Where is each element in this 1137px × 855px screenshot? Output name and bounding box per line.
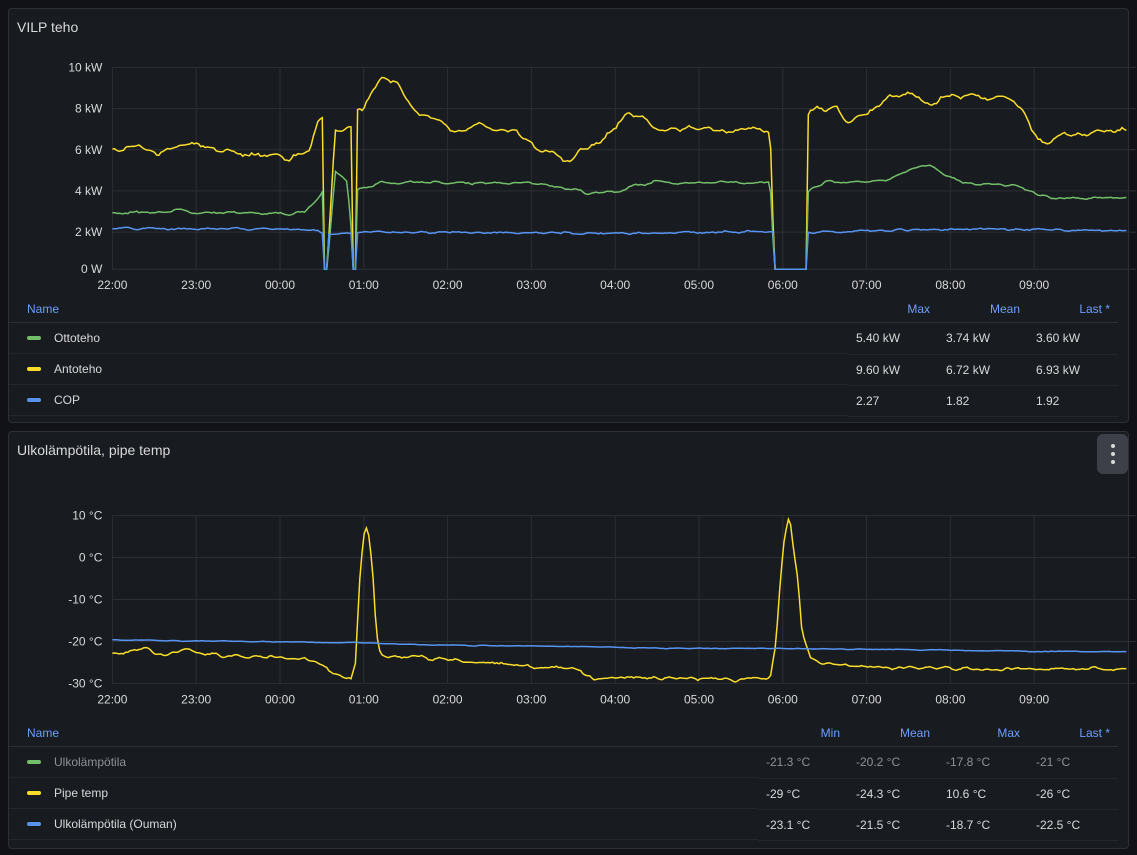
svg-text:23:00: 23:00 [181, 278, 211, 292]
svg-text:07:00: 07:00 [852, 278, 882, 292]
svg-text:03:00: 03:00 [516, 278, 546, 292]
svg-text:04:00: 04:00 [600, 692, 630, 706]
svg-text:02:00: 02:00 [433, 278, 463, 292]
svg-text:05:00: 05:00 [684, 692, 714, 706]
svg-text:03:00: 03:00 [516, 692, 546, 706]
svg-text:8 kW: 8 kW [75, 102, 103, 116]
svg-text:01:00: 01:00 [349, 692, 379, 706]
svg-text:-10 °C: -10 °C [68, 593, 102, 607]
svg-text:09:00: 09:00 [1019, 692, 1049, 706]
svg-text:06:00: 06:00 [768, 692, 798, 706]
svg-text:06:00: 06:00 [768, 278, 798, 292]
svg-text:4 kW: 4 kW [75, 184, 103, 198]
svg-text:08:00: 08:00 [935, 692, 965, 706]
svg-text:22:00: 22:00 [97, 278, 127, 292]
svg-text:23:00: 23:00 [181, 692, 211, 706]
svg-text:10 kW: 10 kW [68, 60, 103, 74]
svg-text:0 W: 0 W [81, 262, 103, 276]
svg-text:01:00: 01:00 [349, 278, 379, 292]
svg-text:04:00: 04:00 [600, 278, 630, 292]
svg-text:2 kW: 2 kW [75, 225, 103, 239]
svg-text:6 kW: 6 kW [75, 143, 103, 157]
svg-text:10 °C: 10 °C [72, 509, 102, 523]
svg-text:08:00: 08:00 [935, 278, 965, 292]
svg-text:07:00: 07:00 [852, 692, 882, 706]
svg-text:09:00: 09:00 [1019, 278, 1049, 292]
svg-text:0 °C: 0 °C [79, 551, 103, 565]
svg-text:02:00: 02:00 [433, 692, 463, 706]
svg-text:-30 °C: -30 °C [68, 676, 102, 690]
svg-text:00:00: 00:00 [265, 278, 295, 292]
svg-text:22:00: 22:00 [97, 692, 127, 706]
svg-text:05:00: 05:00 [684, 278, 714, 292]
svg-text:00:00: 00:00 [265, 692, 295, 706]
svg-text:-20 °C: -20 °C [68, 635, 102, 649]
